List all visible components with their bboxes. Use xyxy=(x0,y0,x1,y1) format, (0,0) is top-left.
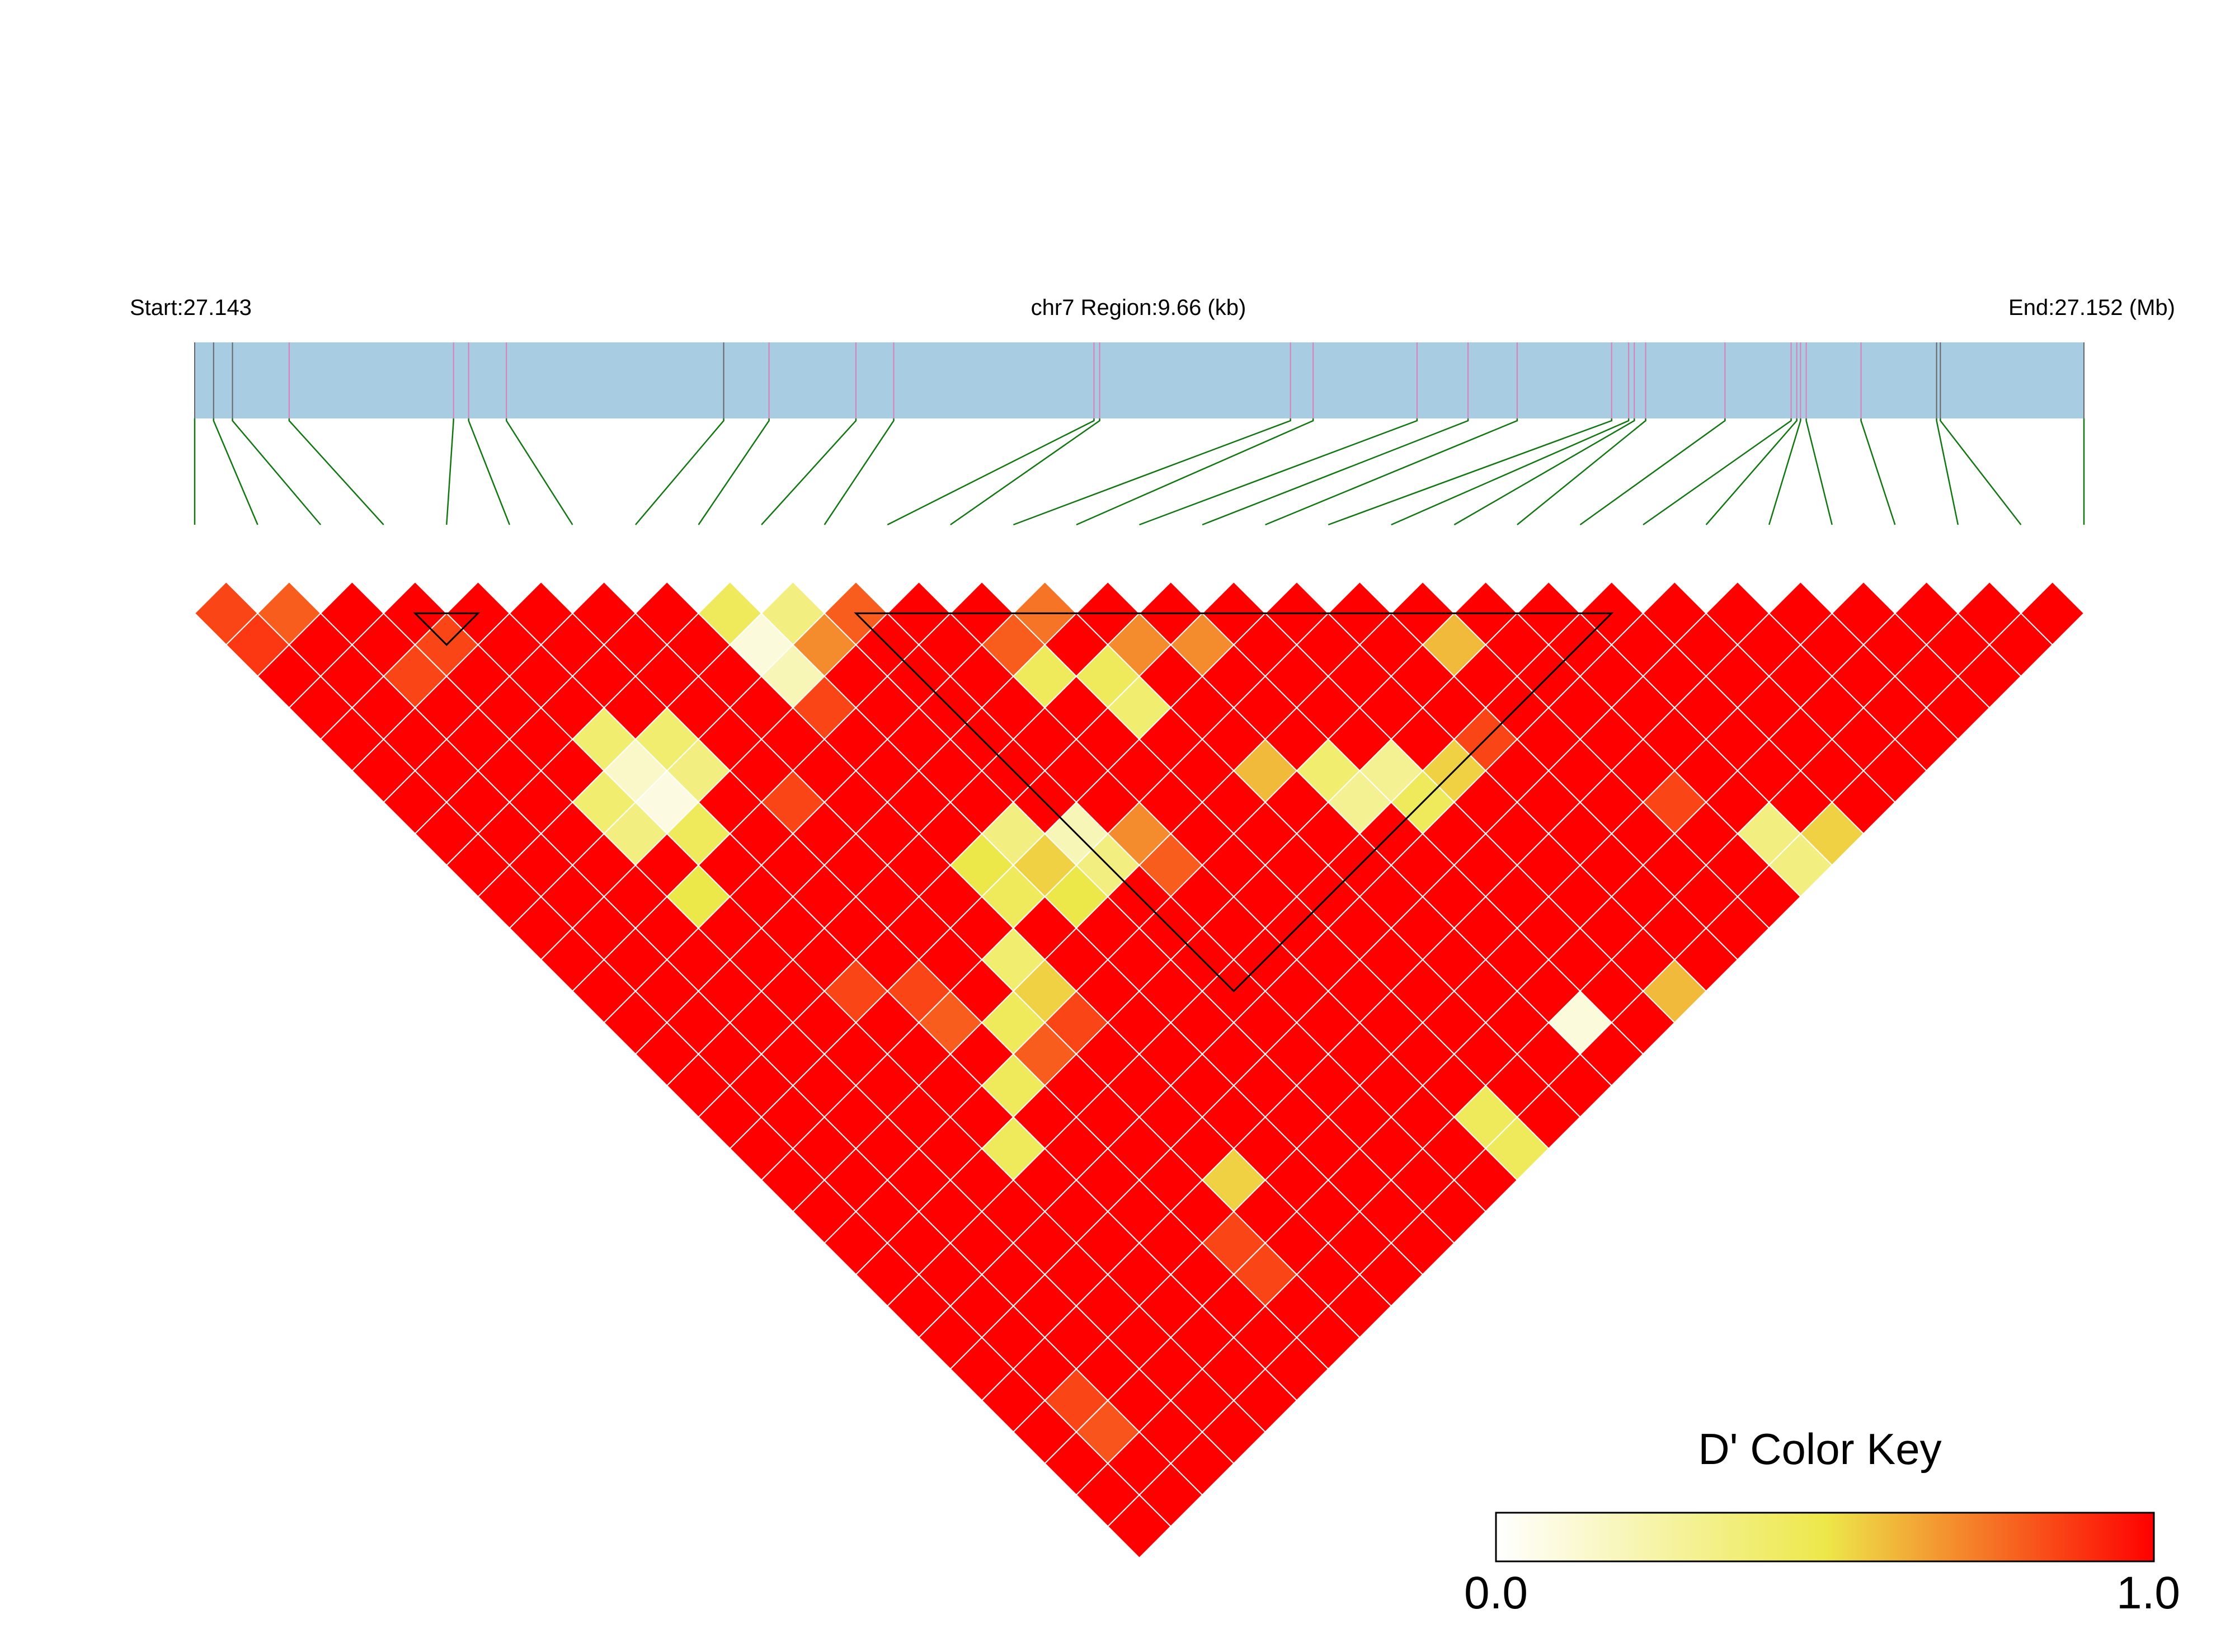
snp-connector xyxy=(1768,418,1801,525)
snp-connector xyxy=(232,418,322,525)
color-key-title: D' Color Key xyxy=(1698,1424,1941,1474)
snp-connector xyxy=(1391,418,1630,526)
end-label: End:27.152 (Mb) xyxy=(2008,295,2175,320)
snp-connector xyxy=(698,418,770,525)
snp-connector xyxy=(1076,418,1314,526)
snp-connector xyxy=(1328,418,1612,526)
snp-connector xyxy=(1860,418,1896,525)
start-label: Start:27.143 xyxy=(130,295,252,320)
region-label: chr7 Region:9.66 (kb) xyxy=(1031,295,1246,320)
snp-connector xyxy=(635,418,724,525)
snp-connector xyxy=(1705,418,1798,525)
snp-connector xyxy=(1265,418,1518,526)
snp-connector xyxy=(505,418,573,525)
snp-ticks xyxy=(194,342,2085,418)
snp-connector xyxy=(1936,418,1959,525)
snp-connector xyxy=(1805,418,1833,525)
snp-connector xyxy=(950,418,1100,526)
color-key-min-label: 0.0 xyxy=(1464,1568,1528,1618)
snp-connector xyxy=(1517,418,1646,525)
snp-connector xyxy=(288,418,384,525)
snp-connector xyxy=(1579,418,1726,526)
haplotype-blocks xyxy=(413,612,1614,992)
color-key: D' Color Key 0.0 1.0 xyxy=(1464,1424,2180,1618)
ld-cells xyxy=(194,581,2085,1559)
snp-connector xyxy=(1013,418,1291,526)
snp-connectors xyxy=(194,418,2085,526)
snp-connector xyxy=(1453,418,1635,526)
snp-connector xyxy=(887,418,1095,526)
snp-connector xyxy=(213,418,258,525)
snp-connector xyxy=(761,418,857,525)
color-key-bar xyxy=(1495,1512,2155,1562)
snp-connector xyxy=(1643,418,1792,526)
color-key-max-label: 1.0 xyxy=(2116,1568,2180,1618)
gene-region-bar xyxy=(195,342,2084,418)
ld-cell xyxy=(2020,581,2085,646)
haplotype-block xyxy=(413,612,481,646)
snp-connector xyxy=(1202,418,1469,526)
snp-connector xyxy=(824,418,895,525)
haplotype-block xyxy=(854,612,1614,992)
snp-connector xyxy=(446,418,454,525)
snp-connector xyxy=(1940,418,2022,525)
snp-connector xyxy=(1139,418,1418,526)
snp-connector xyxy=(468,418,510,525)
